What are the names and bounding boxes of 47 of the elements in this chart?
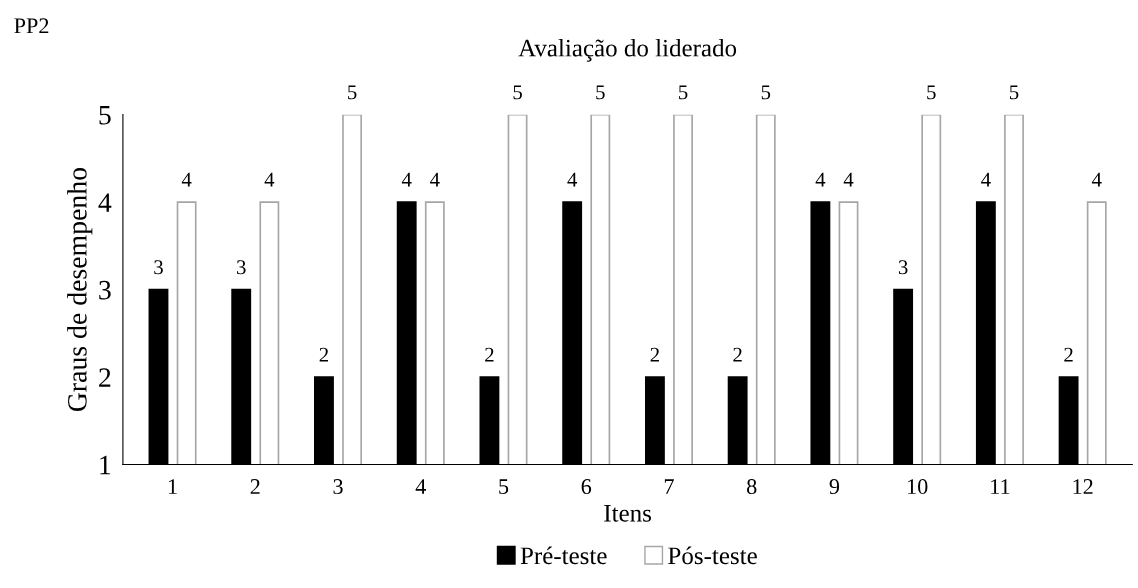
data-label: 2 <box>650 347 659 362</box>
data-label: 3 <box>237 260 246 275</box>
legend-label: Pós-teste <box>668 546 757 565</box>
data-label: 2 <box>485 347 494 362</box>
legend-label: Pré-teste <box>520 546 607 565</box>
x-tick-label: 9 <box>829 479 840 495</box>
y-tick-label: 5 <box>99 106 111 125</box>
data-label: 4 <box>401 172 412 187</box>
data-label: 3 <box>154 260 163 275</box>
text: PP2 <box>14 18 49 34</box>
data-label: 5 <box>761 85 771 100</box>
data-label: 5 <box>1010 85 1019 100</box>
x-tick-label: 10 <box>908 479 928 495</box>
data-label: 4 <box>843 172 854 187</box>
x-tick-label: 5 <box>499 479 509 495</box>
x-tick-label: 7 <box>664 479 674 494</box>
x-tick-label: 11 <box>991 479 1010 494</box>
data-label: 4 <box>1091 172 1102 187</box>
data-label: 5 <box>348 85 357 100</box>
data-label: 5 <box>927 85 936 100</box>
y-axis-title: Graus de desempenho <box>67 168 93 412</box>
y-tick-label: 3 <box>99 280 111 300</box>
y-tick-label: 1 <box>100 455 111 475</box>
data-label: 2 <box>1064 347 1073 362</box>
x-tick-label: 4 <box>415 479 426 494</box>
x-tick-label: 2 <box>250 479 260 494</box>
data-label: 4 <box>981 172 991 187</box>
x-tick-label: 12 <box>1073 479 1093 494</box>
data-label: 3 <box>898 260 908 275</box>
data-label: 5 <box>513 85 522 100</box>
y-tick-label: 4 <box>98 193 112 212</box>
data-label: 5 <box>596 85 605 100</box>
data-label: 4 <box>567 172 578 187</box>
x-tick-label: 1 <box>168 479 177 494</box>
data-label: 2 <box>319 347 329 362</box>
x-tick-label: 3 <box>333 479 343 495</box>
data-label: 4 <box>264 172 275 187</box>
x-axis-title: Itens <box>604 505 651 522</box>
data-label: 5 <box>679 85 688 100</box>
data-label: 4 <box>181 172 192 187</box>
x-tick-label: 8 <box>747 479 757 495</box>
data-label: 4 <box>815 172 826 187</box>
data-label: 2 <box>733 347 742 362</box>
data-label: 4 <box>430 172 440 187</box>
x-tick-label: 6 <box>581 479 592 495</box>
y-tick-label: 2 <box>99 368 111 387</box>
chart-title: Avaliação do liderado <box>518 38 737 62</box>
